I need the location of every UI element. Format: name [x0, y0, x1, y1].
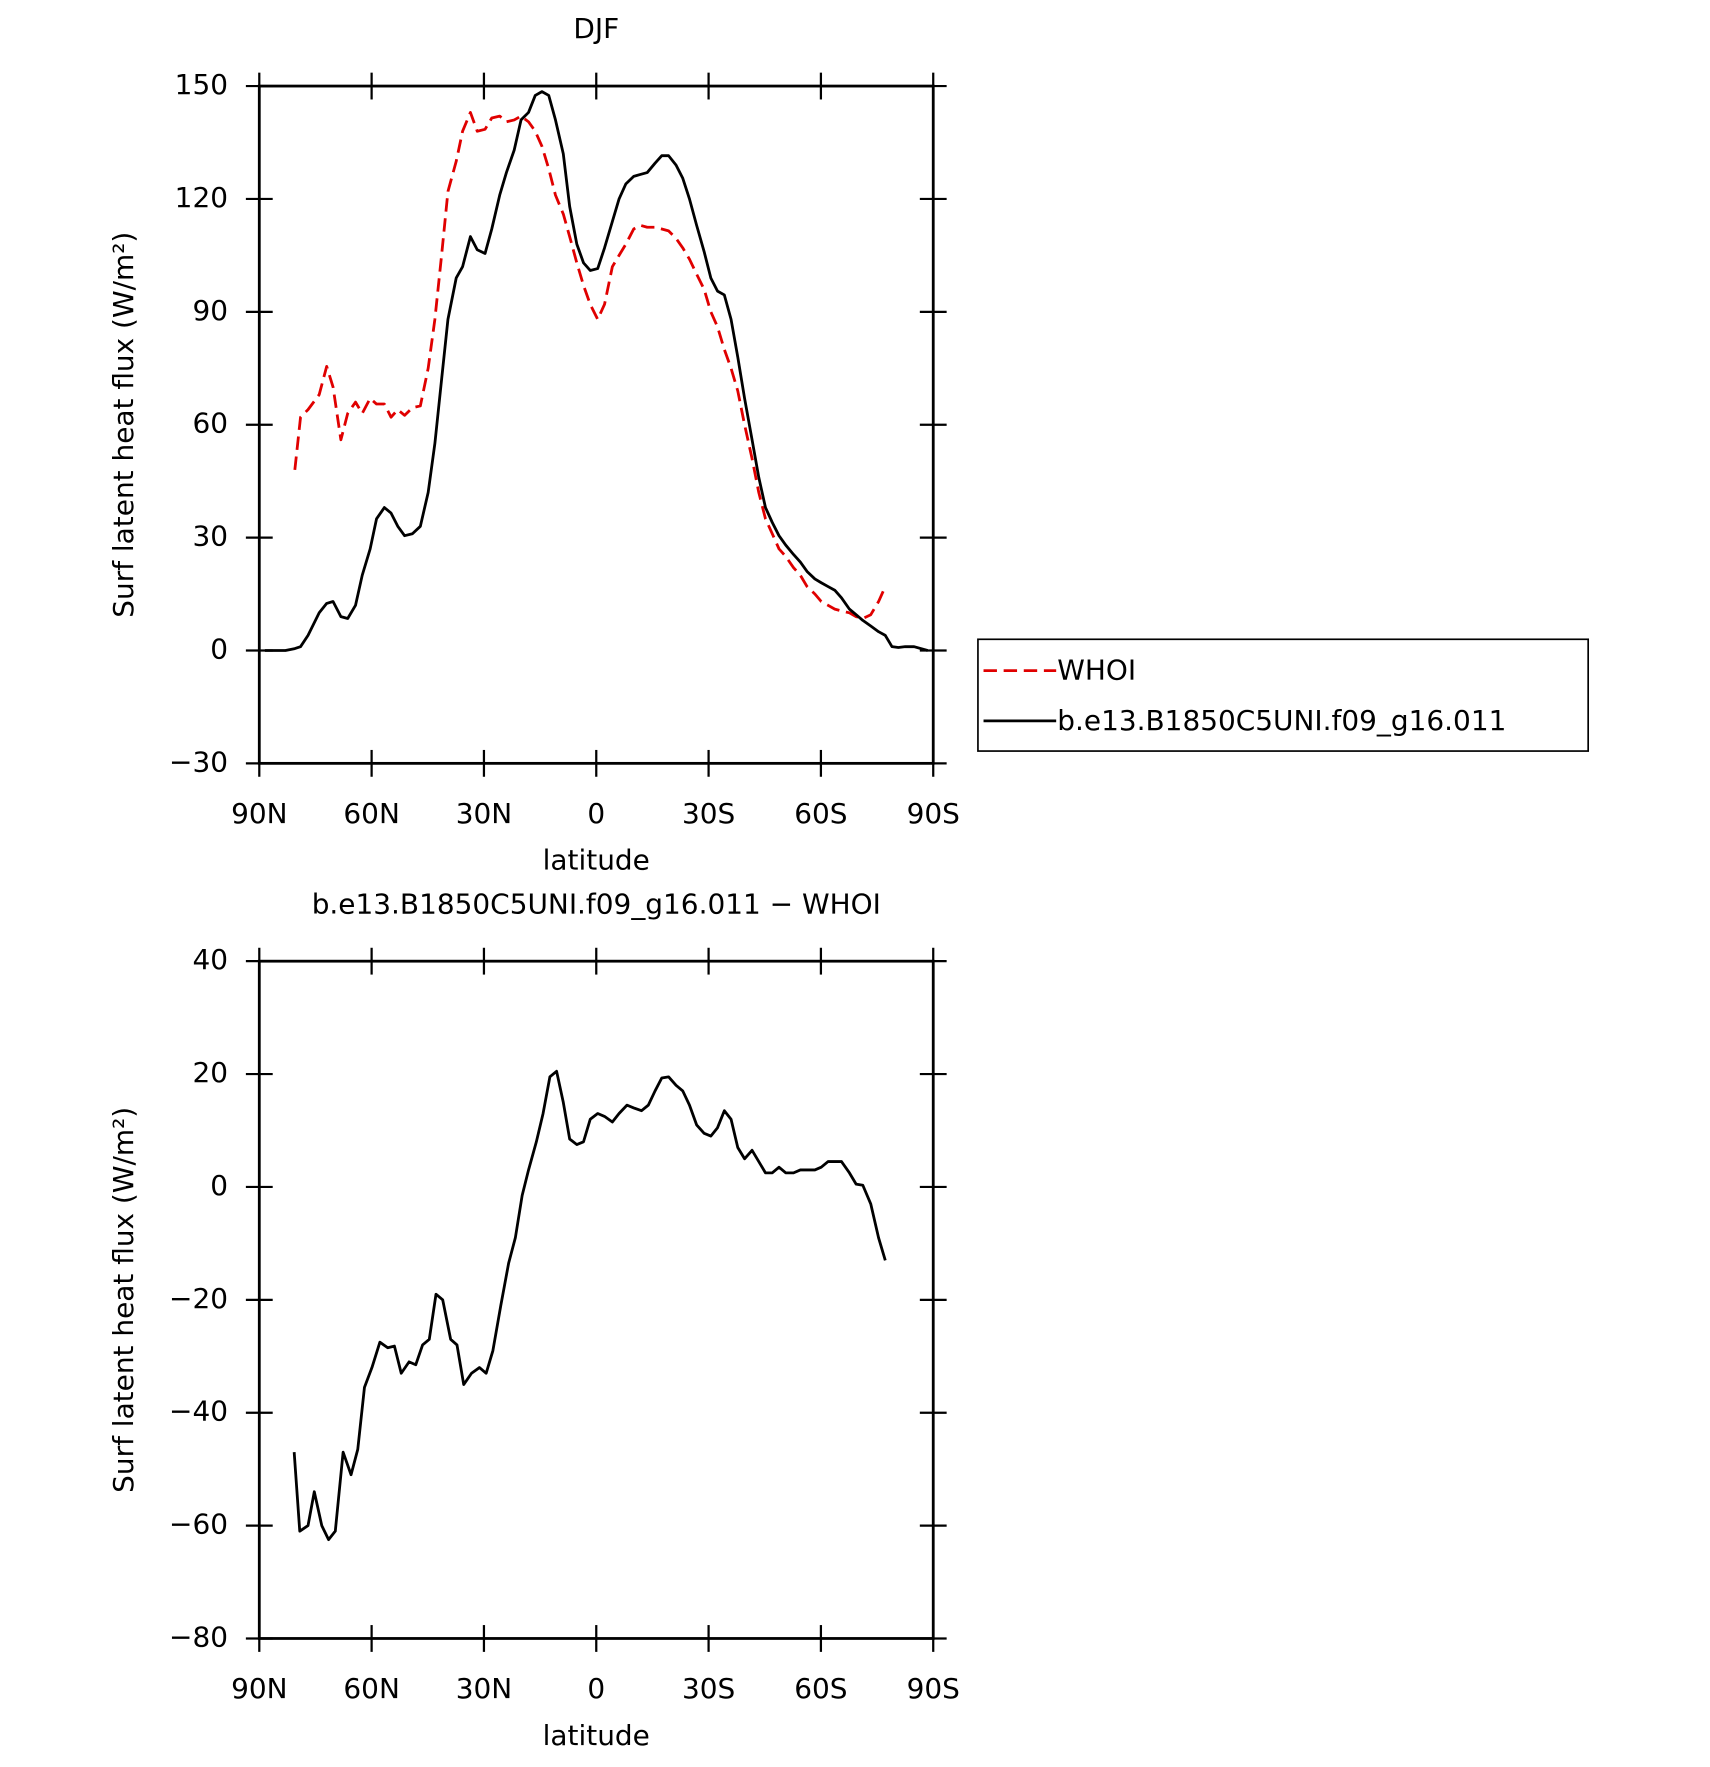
- x-tick-label: 90N: [231, 1672, 287, 1705]
- x-tick-label: 90S: [907, 1672, 960, 1705]
- data-line: [293, 111, 887, 620]
- x-tick-label: 30N: [456, 797, 512, 830]
- legend-box: [977, 638, 1590, 752]
- x-tick-label: 60S: [794, 797, 847, 830]
- x-tick-label: 0: [587, 797, 605, 830]
- y-tick-label: 60: [192, 407, 228, 440]
- x-tick-label: 60N: [343, 797, 399, 830]
- y-tick-label: −30: [169, 745, 228, 778]
- y-axis-label: Surf latent heat flux (W/m²): [107, 1107, 140, 1493]
- y-tick-label: −40: [169, 1395, 228, 1428]
- x-tick-label: 60S: [794, 1672, 847, 1705]
- x-tick-label: 90N: [231, 797, 287, 830]
- y-tick-label: −60: [169, 1508, 228, 1541]
- chart-title: DJF: [573, 12, 619, 45]
- y-tick-label: 30: [192, 520, 228, 553]
- y-tick-label: 0: [210, 632, 228, 665]
- chart-title: b.e13.B1850C5UNI.f09_g16.011 − WHOI: [312, 887, 881, 920]
- x-tick-label: 0: [587, 1672, 605, 1705]
- legend-label: WHOI: [1057, 654, 1136, 687]
- plot-frame: [257, 959, 935, 1640]
- x-axis-label: latitude: [543, 844, 650, 877]
- data-line: [292, 1069, 887, 1542]
- data-line: [264, 90, 929, 652]
- x-tick-label: 60N: [343, 1672, 399, 1705]
- y-tick-label: 20: [192, 1056, 228, 1089]
- y-tick-label: 40: [192, 943, 228, 976]
- y-tick-label: −20: [169, 1282, 228, 1315]
- x-tick-label: 30S: [682, 797, 735, 830]
- y-tick-label: 120: [175, 181, 228, 214]
- x-axis-label: latitude: [543, 1719, 650, 1752]
- y-tick-label: 0: [210, 1169, 228, 1202]
- y-tick-label: 150: [175, 68, 228, 101]
- x-tick-label: 30S: [682, 1672, 735, 1705]
- y-tick-label: 90: [192, 294, 228, 327]
- x-tick-label: 30N: [456, 1672, 512, 1705]
- x-tick-label: 90S: [907, 797, 960, 830]
- plot-frame: [257, 84, 935, 765]
- legend-label: b.e13.B1850C5UNI.f09_g16.011: [1057, 704, 1506, 737]
- y-axis-label: Surf latent heat flux (W/m²): [107, 232, 140, 618]
- y-tick-label: −80: [169, 1620, 228, 1653]
